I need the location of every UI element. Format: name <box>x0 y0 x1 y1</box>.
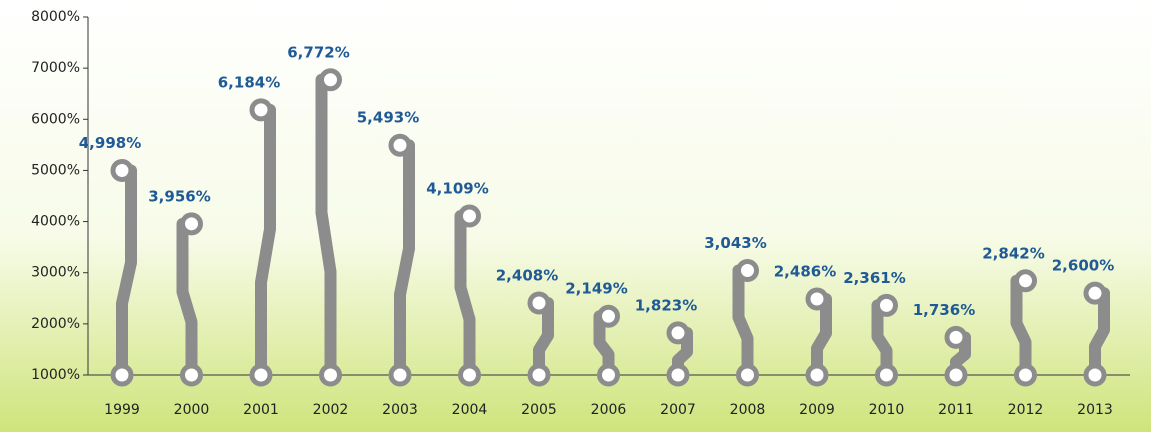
value-label: 4,998% <box>79 134 141 152</box>
x-tick-label: 2003 <box>382 402 418 418</box>
x-tick-label: 2005 <box>521 402 557 418</box>
base-dot <box>388 363 412 387</box>
value-dot <box>1083 281 1107 305</box>
base-dot <box>1083 363 1107 387</box>
base-dot <box>458 363 481 387</box>
y-tick-label: 3000% <box>31 265 80 281</box>
value-label: 2,486% <box>774 263 836 281</box>
x-tick-label: 2001 <box>243 402 279 418</box>
value-label: 3,956% <box>148 187 210 205</box>
value-label: 5,493% <box>357 109 419 127</box>
x-tick-label: 2011 <box>938 402 974 418</box>
y-tick-label: 7000% <box>31 60 80 76</box>
value-dot <box>805 287 829 311</box>
value-dot <box>180 212 203 236</box>
base-dot <box>736 363 759 387</box>
x-tick-label: 2008 <box>730 402 766 418</box>
value-dot <box>249 98 273 122</box>
y-tick-label: 2000% <box>31 316 80 332</box>
y-tick-label: 8000% <box>31 9 80 25</box>
value-dot <box>458 204 481 228</box>
value-dot <box>388 133 412 157</box>
base-dot <box>597 363 620 387</box>
x-tick-label: 2007 <box>660 402 696 418</box>
value-label: 6,184% <box>218 73 280 91</box>
value-label: 2,842% <box>982 244 1044 262</box>
x-tick-label: 2012 <box>1008 402 1044 418</box>
value-label: 1,736% <box>913 301 975 319</box>
x-tick-label: 2010 <box>869 402 905 418</box>
x-tick-label: 2009 <box>799 402 835 418</box>
x-tick-label: 2004 <box>452 402 488 418</box>
value-dot <box>736 259 759 283</box>
x-tick-label: 2000 <box>174 402 210 418</box>
value-dot <box>666 321 690 345</box>
base-dot <box>805 363 829 387</box>
x-tick-label: 2006 <box>591 402 627 418</box>
value-label: 6,772% <box>287 43 349 61</box>
x-tick-label: 1999 <box>104 402 140 418</box>
base-dot <box>666 363 690 387</box>
y-tick-label: 5000% <box>31 162 80 178</box>
value-label: 2,408% <box>496 266 558 284</box>
base-dot <box>944 363 968 387</box>
x-tick-label: 2002 <box>313 402 349 418</box>
value-dot <box>319 68 342 92</box>
value-label: 2,149% <box>565 280 627 298</box>
value-dot <box>527 291 551 315</box>
value-label: 2,600% <box>1052 257 1114 275</box>
base-dot <box>875 363 898 387</box>
value-label: 2,361% <box>843 269 905 287</box>
value-dot <box>875 293 898 317</box>
x-tick-label: 2013 <box>1077 402 1113 418</box>
y-tick-label: 4000% <box>31 214 80 230</box>
y-tick-label: 1000% <box>31 367 80 383</box>
y-tick-label: 6000% <box>31 111 80 127</box>
base-dot <box>1014 363 1037 387</box>
value-dot <box>597 304 620 328</box>
value-label: 3,043% <box>704 234 766 252</box>
base-dot <box>249 363 273 387</box>
value-dot <box>1014 269 1037 293</box>
value-dot <box>944 325 968 349</box>
base-dot <box>110 363 134 387</box>
base-dot <box>180 363 203 387</box>
value-label: 1,823% <box>635 296 697 314</box>
value-dot <box>110 159 134 183</box>
base-dot <box>527 363 551 387</box>
value-label: 4,109% <box>426 179 488 197</box>
base-dot <box>319 363 342 387</box>
